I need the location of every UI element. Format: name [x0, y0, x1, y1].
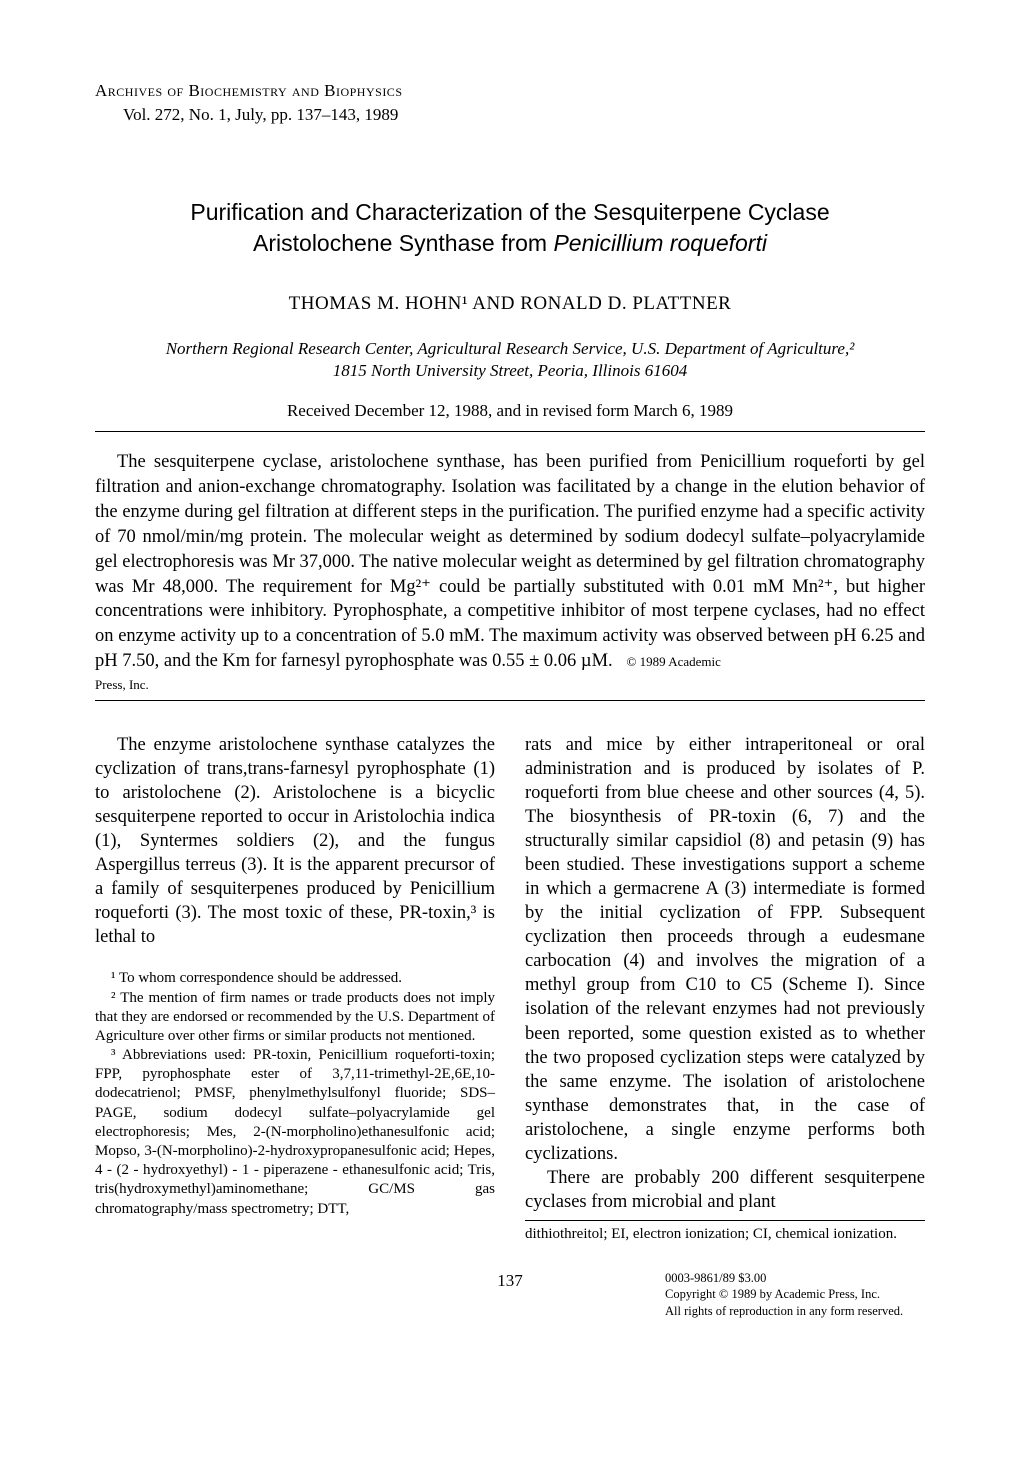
abstract-text: The sesquiterpene cyclase, aristolochene…: [95, 452, 925, 672]
footnotes: ¹ To whom correspondence should be addre…: [95, 969, 495, 1218]
authors: THOMAS M. HOHN¹ AND RONALD D. PLATTNER: [95, 291, 925, 316]
rights-block: 0003-9861/89 $3.00 Copyright © 1989 by A…: [665, 1270, 925, 1319]
intro-paragraph-right-1: rats and mice by either intraperitoneal …: [525, 733, 925, 1166]
press-line: Press, Inc.: [95, 676, 925, 694]
intro-paragraph-left: The enzyme aristolochene synthase cataly…: [95, 733, 495, 949]
title-species: Penicillium roqueforti: [553, 230, 766, 256]
affiliation: Northern Regional Research Center, Agric…: [95, 338, 925, 382]
affiliation-line-1: Northern Regional Research Center, Agric…: [166, 339, 855, 358]
footnote-continuation: dithiothreitol; EI, electron ionization;…: [525, 1220, 925, 1244]
article-title: Purification and Characterization of the…: [95, 197, 925, 259]
issn-price: 0003-9861/89 $3.00: [665, 1270, 925, 1286]
title-line-2: Aristolochene Synthase from: [253, 230, 553, 256]
journal-citation: Vol. 272, No. 1, July, pp. 137–143, 1989: [95, 104, 925, 126]
body-columns: The enzyme aristolochene synthase cataly…: [95, 733, 925, 1244]
copyright-line: Copyright © 1989 by Academic Press, Inc.: [665, 1286, 925, 1302]
rule-bottom: [95, 700, 925, 701]
abstract: The sesquiterpene cyclase, aristolochene…: [95, 450, 925, 694]
rule-top: [95, 431, 925, 432]
copyright-inline: © 1989 Academic: [627, 654, 721, 669]
journal-name: Archives of Biochemistry and Biophysics: [95, 80, 925, 102]
footnote-1: ¹ To whom correspondence should be addre…: [95, 969, 495, 988]
right-column: rats and mice by either intraperitoneal …: [525, 733, 925, 1244]
received-date: Received December 12, 1988, and in revis…: [95, 400, 925, 422]
left-column: The enzyme aristolochene synthase cataly…: [95, 733, 495, 1244]
footnote-3: ³ Abbreviations used: PR-toxin, Penicill…: [95, 1046, 495, 1219]
footnote-2: ² The mention of firm names or trade pro…: [95, 989, 495, 1047]
intro-paragraph-right-2: There are probably 200 different sesquit…: [525, 1166, 925, 1214]
title-line-1: Purification and Characterization of the…: [190, 199, 829, 225]
rights-reserved: All rights of reproduction in any form r…: [665, 1303, 925, 1319]
affiliation-line-2: 1815 North University Street, Peoria, Il…: [333, 361, 687, 380]
page-number: 137: [355, 1270, 665, 1292]
page-footer: 137 0003-9861/89 $3.00 Copyright © 1989 …: [95, 1270, 925, 1319]
